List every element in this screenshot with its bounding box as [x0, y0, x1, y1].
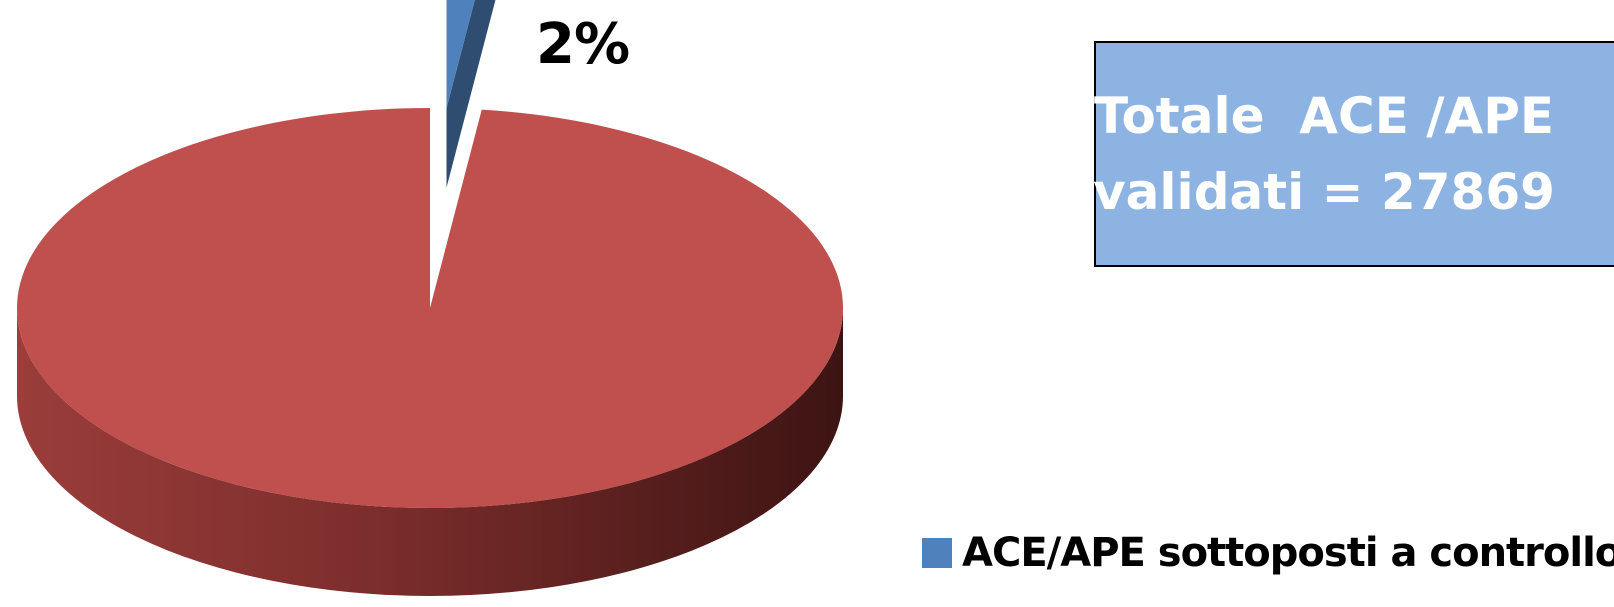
legend: ACE/APE sottoposti a controllo: [922, 530, 1614, 576]
legend-label: ACE/APE sottoposti a controllo: [962, 530, 1614, 576]
total-annotation-line-1: Totale ACE /APE: [1093, 87, 1555, 145]
data-label-small-slice: 2%: [536, 12, 630, 77]
legend-swatch: [922, 538, 952, 568]
pie-slice-cut-face-1: [446, 0, 496, 188]
total-annotation-box: Totale ACE /APE validati = 27869: [1093, 41, 1614, 267]
pie-slice-side-0: [17, 308, 843, 596]
pie-slice-top-1: [446, 0, 475, 109]
total-annotation-line-2: validati = 27869: [1093, 163, 1555, 221]
pie-slice-top-0: [16, 108, 844, 508]
